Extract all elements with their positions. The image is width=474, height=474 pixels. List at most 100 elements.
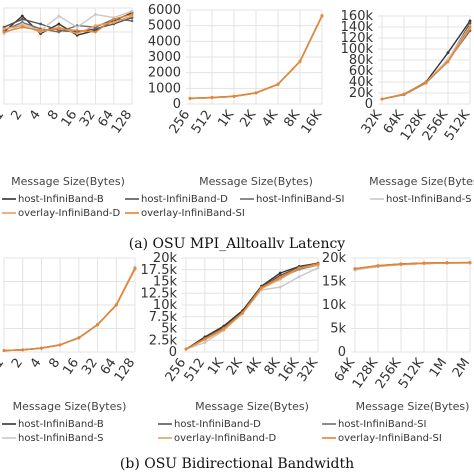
series-line — [3, 16, 133, 33]
data-point — [276, 82, 280, 86]
x-tick-label: 32K — [295, 355, 322, 385]
data-point — [112, 21, 116, 24]
data-point — [353, 267, 357, 271]
y-tick-label: 15k — [153, 275, 178, 290]
data-point — [278, 271, 282, 275]
data-point — [278, 275, 282, 279]
y-tick-label: 140k — [341, 20, 374, 35]
series-line — [3, 267, 136, 352]
y-tick-label: 5000 — [148, 19, 181, 34]
legend-label: host-InfiniBand-D — [141, 194, 228, 205]
legend-entry: host-InfiniBand-SI — [322, 419, 426, 430]
y-tick-label: 2000 — [148, 66, 181, 81]
y-tick-label: 12.5k — [141, 286, 178, 301]
data-point — [96, 323, 99, 327]
data-point — [58, 343, 62, 347]
legend-entry: overlay-InfiniBand-D — [2, 208, 121, 219]
data-point — [94, 24, 97, 27]
data-point — [402, 92, 406, 96]
y-tick-label: 15k — [322, 275, 347, 290]
y-tick-label: 20k — [153, 251, 178, 266]
y-tick-label: 1000 — [148, 81, 181, 96]
x-tick-label: 1K — [205, 355, 227, 378]
y-tick-label: 10k — [322, 298, 347, 313]
x-tick-label: 512K — [396, 355, 428, 391]
y-tick-label: 60k — [349, 64, 374, 79]
legend-entry: host-InfiniBand-D — [158, 419, 261, 430]
data-point — [94, 13, 97, 16]
data-point — [297, 275, 301, 279]
legend-label: host-InfiniBand-SI — [338, 419, 426, 430]
y-tick-label: 2.5k — [149, 333, 178, 348]
legend-entry: host-InfiniBand-B — [2, 419, 104, 430]
x-tick-label: 4K — [243, 355, 265, 378]
data-point — [20, 25, 24, 29]
x-tick-label: 128 — [112, 356, 139, 385]
data-point — [316, 266, 320, 270]
y-tick-label: 100k — [341, 42, 374, 57]
legend-label: overlay-InfiniBand-SI — [141, 208, 245, 219]
data-point — [278, 285, 282, 289]
data-point — [130, 19, 134, 23]
legend-entry: host-InfiniBand-B — [2, 194, 104, 205]
data-point — [316, 262, 320, 266]
y-tick-label: 0 — [173, 97, 181, 112]
data-point — [446, 51, 450, 55]
data-point — [57, 30, 61, 34]
data-point — [399, 262, 403, 266]
data-point — [2, 349, 6, 352]
data-point — [254, 91, 258, 95]
x-tick-label: 32K — [359, 107, 386, 137]
y-tick-label: 0 — [365, 97, 373, 112]
data-point — [57, 27, 61, 31]
x-tick-label: 4K — [259, 107, 281, 130]
legend-label: host-InfiniBand-B — [18, 419, 104, 430]
x-tick-label: 32 — [79, 356, 101, 378]
data-point — [39, 29, 42, 32]
x-tick-label: 16 — [60, 356, 82, 378]
x-tick-label: 16K — [299, 107, 326, 137]
y-tick-label: 80k — [349, 53, 374, 68]
data-point — [446, 60, 450, 63]
x-tick-label: 2K — [224, 355, 246, 378]
y-tick-label: 10k — [153, 298, 178, 313]
y-tick-label: 0 — [338, 345, 346, 360]
y-tick-label: 20k — [349, 86, 374, 101]
data-point — [203, 337, 207, 341]
legend-label: overlay-InfiniBand-D — [174, 433, 277, 444]
x-tick-label: 1M — [427, 356, 450, 381]
series-line — [3, 267, 136, 352]
legend-label: host-InfiniBand-D — [174, 419, 261, 430]
data-point — [241, 311, 244, 314]
data-point — [468, 21, 472, 25]
data-point — [380, 97, 384, 101]
data-point — [75, 29, 79, 32]
x-tick-label: 1K — [215, 107, 237, 130]
x-tick-label: 32 — [77, 108, 99, 130]
data-point — [133, 266, 137, 270]
series-line — [3, 15, 133, 35]
y-tick-label: 160k — [341, 9, 374, 24]
data-point — [422, 261, 426, 265]
data-point — [188, 96, 192, 100]
legend-entry: overlay-InfiniBand-D — [158, 433, 277, 444]
legend-label: host-InfiniBand-B — [18, 194, 104, 205]
series-line — [3, 10, 133, 35]
data-point — [20, 17, 24, 21]
series-line — [3, 13, 133, 33]
y-tick-label: 40k — [349, 75, 374, 90]
data-point — [222, 327, 226, 330]
legend-entry: overlay-InfiniBand-SI — [322, 433, 442, 444]
x-tick-label: 16 — [59, 108, 81, 130]
data-point — [298, 59, 302, 63]
x-tick-label: 2 — [9, 108, 26, 123]
x-tick-label: 2K — [237, 107, 259, 130]
legend-entry: host-InfiniBand-SI — [240, 194, 344, 205]
legend-b: host-InfiniBand-B host-InfiniBand-D host… — [2, 419, 442, 444]
y-tick-label: 4000 — [148, 34, 181, 49]
data-point — [468, 25, 472, 29]
x-tick-label: 128 — [109, 108, 136, 137]
